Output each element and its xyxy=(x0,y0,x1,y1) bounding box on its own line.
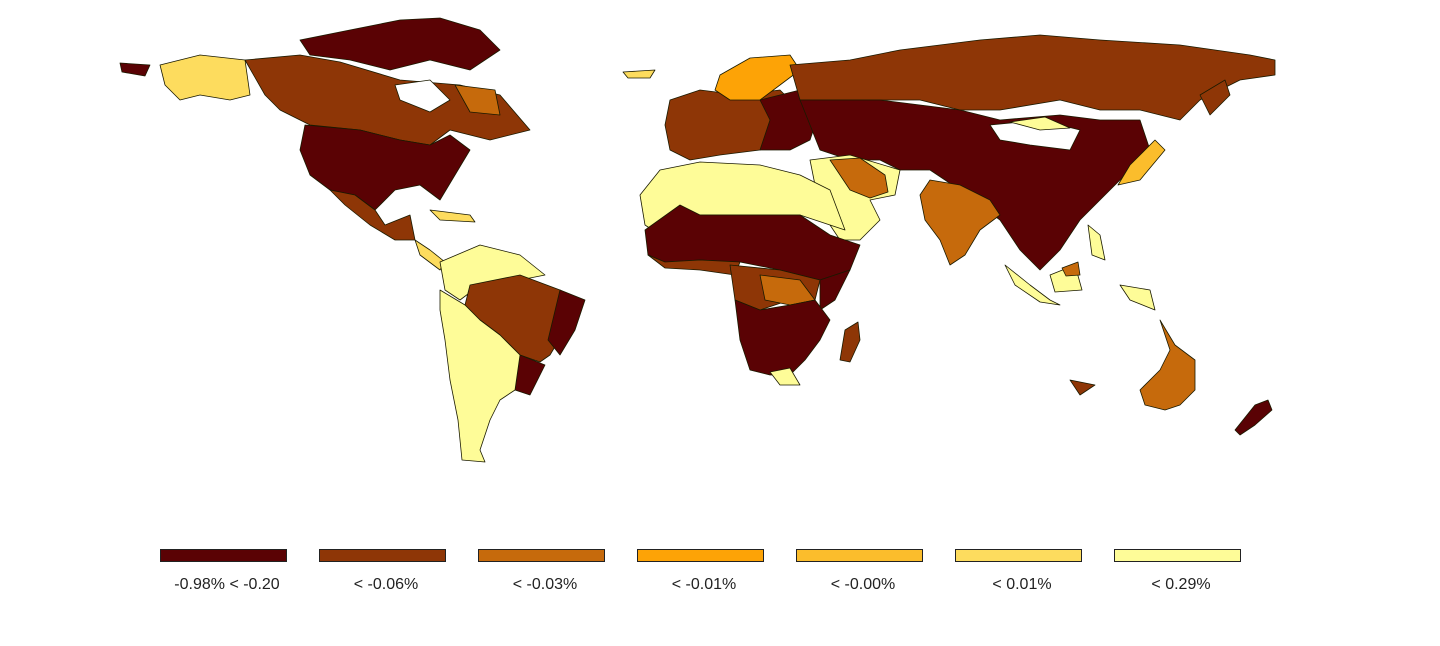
legend-item: < 0.29% xyxy=(1114,549,1243,593)
region-east-asia-island xyxy=(1199,79,1231,116)
region-philippines xyxy=(1087,224,1106,261)
legend-item: < -0.01% xyxy=(637,549,766,593)
legend-swatch xyxy=(160,549,287,562)
region-arctic-islands xyxy=(299,17,501,71)
legend-label: < -0.00% xyxy=(830,576,896,593)
region-canada xyxy=(244,54,531,146)
legend-item: < -0.00% xyxy=(796,549,925,593)
region-small-south-island xyxy=(1069,379,1096,396)
legend-item: -0.98% < -0.20 xyxy=(160,549,289,593)
region-iceland xyxy=(622,69,656,79)
legend-label: < 0.29% xyxy=(1151,576,1211,593)
region-alaska xyxy=(159,54,251,101)
region-east-africa xyxy=(819,269,851,311)
legend-swatch xyxy=(955,549,1082,562)
legend-label: < -0.01% xyxy=(671,576,737,593)
region-sumatra xyxy=(1004,264,1061,306)
region-southern-africa xyxy=(734,299,831,376)
legend: -0.98% < -0.20 < -0.06% < -0.03% < -0.01… xyxy=(160,549,1273,593)
region-far-south-east xyxy=(1234,399,1273,436)
region-india xyxy=(919,179,1001,266)
legend-swatch xyxy=(319,549,446,562)
region-south-island-group xyxy=(1139,319,1196,411)
region-canada-east xyxy=(454,84,501,116)
region-japan xyxy=(1117,139,1166,186)
region-usa xyxy=(299,124,471,211)
region-mongolia-edge xyxy=(1009,116,1071,131)
legend-swatch xyxy=(637,549,764,562)
legend-swatch xyxy=(1114,549,1241,562)
legend-item: < -0.06% xyxy=(319,549,448,593)
legend-swatch xyxy=(478,549,605,562)
region-brazil-east xyxy=(547,289,586,356)
region-hudson xyxy=(394,79,451,113)
legend-label: < -0.03% xyxy=(512,576,578,593)
region-russia xyxy=(789,34,1276,121)
legend-item: < 0.01% xyxy=(955,549,1084,593)
region-new-guinea xyxy=(1119,284,1156,311)
legend-label: < 0.01% xyxy=(992,576,1052,593)
region-iran xyxy=(829,157,889,199)
legend-label: < -0.06% xyxy=(353,576,419,593)
legend-item: < -0.03% xyxy=(478,549,607,593)
region-madagascar xyxy=(839,321,861,363)
region-southern-cone xyxy=(439,289,521,463)
legend-label: -0.98% < -0.20 xyxy=(174,576,280,593)
region-small-west-island xyxy=(119,62,151,77)
region-mexico xyxy=(329,189,416,241)
region-borneo-north xyxy=(1061,261,1081,277)
region-caribbean xyxy=(429,209,476,223)
legend-swatch xyxy=(796,549,923,562)
region-scandinavia xyxy=(714,54,801,101)
region-south-africa-tip xyxy=(769,367,801,386)
